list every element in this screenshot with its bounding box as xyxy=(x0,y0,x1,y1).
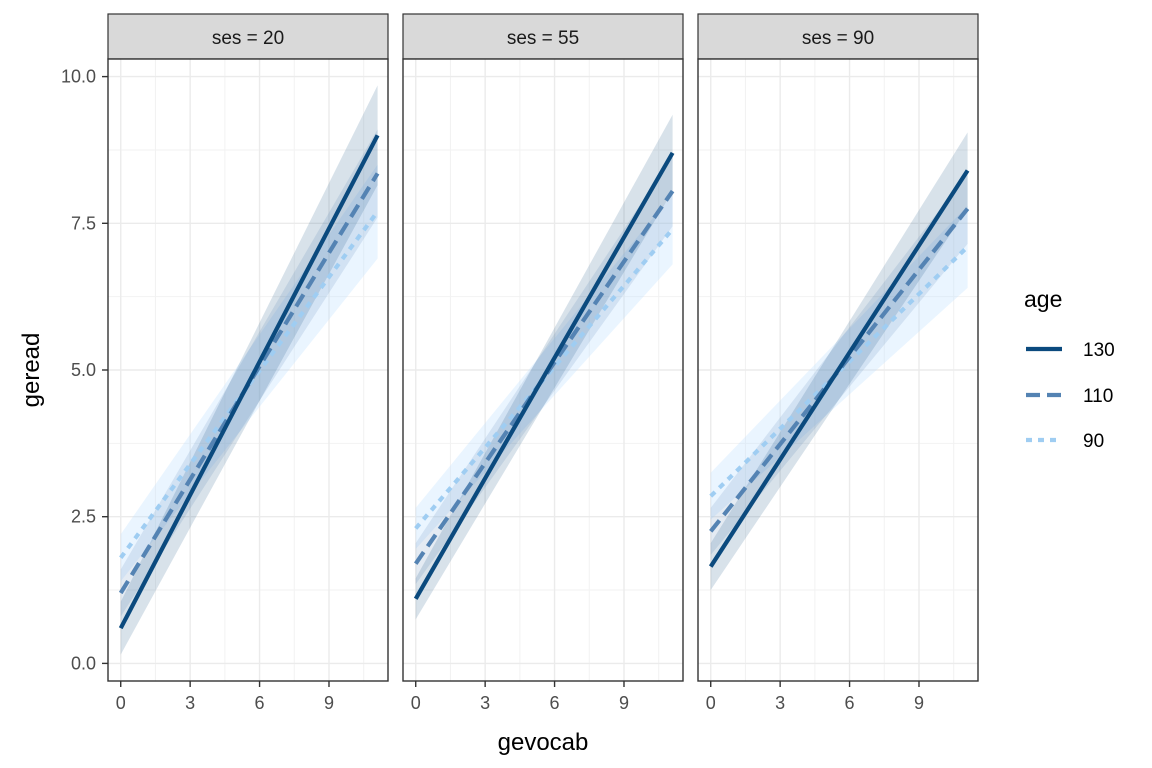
legend-label-age-90: 90 xyxy=(1083,431,1104,452)
series-line-age-130 xyxy=(118,134,380,630)
confidence-band-age-90 xyxy=(710,205,968,520)
x-tick-label: 3 xyxy=(185,693,195,713)
y-tick-label: 10.0 xyxy=(61,67,96,87)
panels-layer: ses = 20 ses = 55 ses = 90 xyxy=(107,13,979,682)
x-tick-label: 3 xyxy=(480,693,490,713)
facet-panel: ses = 55 xyxy=(402,13,684,682)
legend-label-age-110: 110 xyxy=(1083,386,1113,407)
confidence-band-age-110 xyxy=(120,129,378,617)
x-tick-label: 9 xyxy=(619,693,629,713)
y-tick-label: 0.0 xyxy=(71,653,96,673)
x-tick-label: 0 xyxy=(706,693,716,713)
x-tick-label: 6 xyxy=(550,693,560,713)
series-line-age-130 xyxy=(413,151,675,600)
panel-border xyxy=(697,58,979,682)
confidence-band-age-130 xyxy=(415,114,673,620)
facet-strip xyxy=(697,13,979,60)
y-tick-label: 5.0 xyxy=(71,360,96,380)
legend-label-age-130: 130 xyxy=(1083,340,1115,361)
x-tick-label: 3 xyxy=(775,693,785,713)
series-line-age-110 xyxy=(118,172,380,595)
x-tick-label: 0 xyxy=(116,693,126,713)
facet-strip-label: ses = 20 xyxy=(212,28,284,49)
series-line-age-130 xyxy=(708,169,970,568)
facet-strip xyxy=(107,13,389,60)
facet-panel: ses = 90 xyxy=(697,13,979,682)
x-axis-title: gevocab xyxy=(498,729,589,756)
x-tick-label: 6 xyxy=(845,693,855,713)
series-line-age-110 xyxy=(709,207,970,533)
facet-panel: ses = 20 xyxy=(107,13,389,682)
legend-title: age xyxy=(1024,286,1062,312)
y-axis-title: geread xyxy=(18,333,45,408)
confidence-band-age-130 xyxy=(710,132,968,591)
legend: age 130 110 90 xyxy=(1024,286,1115,452)
x-tick-label: 9 xyxy=(914,693,924,713)
y-tick-label: 7.5 xyxy=(71,213,96,233)
y-axis: 0.0 2.5 5.0 7.5 10.0 xyxy=(61,67,108,673)
facet-strip-label: ses = 55 xyxy=(507,28,579,49)
confidence-band-age-90 xyxy=(120,164,378,582)
x-tick-label: 9 xyxy=(324,693,334,713)
x-tick-label: 0 xyxy=(411,693,421,713)
panel-border xyxy=(402,58,684,682)
y-tick-label: 2.5 xyxy=(71,507,96,527)
series-line-age-110 xyxy=(413,189,675,565)
facet-strip-label: ses = 90 xyxy=(802,28,874,49)
x-axis: 0 3 6 9 0 3 6 9 0 3 6 9 xyxy=(116,681,924,713)
facet-strip xyxy=(402,13,684,60)
confidence-band-age-130 xyxy=(120,85,378,655)
x-tick-label: 6 xyxy=(255,693,265,713)
